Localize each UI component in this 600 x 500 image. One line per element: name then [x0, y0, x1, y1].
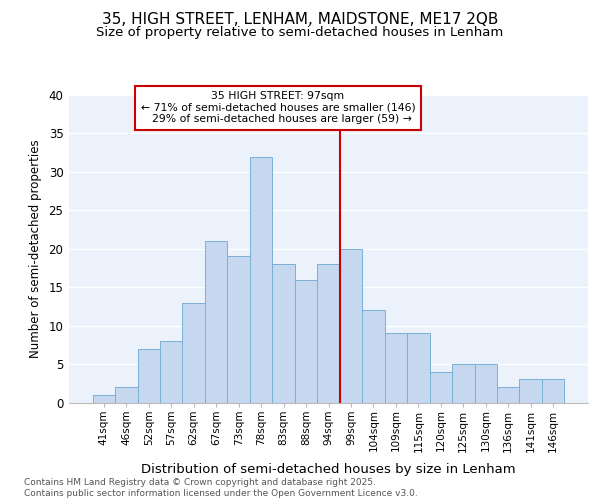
- Bar: [430, 372, 452, 402]
- Text: 35, HIGH STREET, LENHAM, MAIDSTONE, ME17 2QB: 35, HIGH STREET, LENHAM, MAIDSTONE, ME17…: [102, 12, 498, 28]
- Bar: [227, 256, 250, 402]
- Bar: [475, 364, 497, 403]
- Bar: [385, 334, 407, 402]
- Bar: [137, 348, 160, 403]
- Text: Size of property relative to semi-detached houses in Lenham: Size of property relative to semi-detach…: [97, 26, 503, 39]
- Bar: [160, 341, 182, 402]
- Bar: [340, 248, 362, 402]
- Bar: [317, 264, 340, 402]
- Bar: [407, 334, 430, 402]
- X-axis label: Distribution of semi-detached houses by size in Lenham: Distribution of semi-detached houses by …: [141, 462, 516, 475]
- Bar: [92, 395, 115, 402]
- Bar: [272, 264, 295, 402]
- Bar: [182, 302, 205, 402]
- Bar: [542, 380, 565, 402]
- Bar: [115, 387, 137, 402]
- Bar: [497, 387, 520, 402]
- Text: Contains HM Land Registry data © Crown copyright and database right 2025.
Contai: Contains HM Land Registry data © Crown c…: [24, 478, 418, 498]
- Text: 35 HIGH STREET: 97sqm
← 71% of semi-detached houses are smaller (146)
  29% of s: 35 HIGH STREET: 97sqm ← 71% of semi-deta…: [140, 91, 415, 124]
- Bar: [205, 241, 227, 402]
- Bar: [452, 364, 475, 403]
- Bar: [250, 156, 272, 402]
- Bar: [520, 380, 542, 402]
- Y-axis label: Number of semi-detached properties: Number of semi-detached properties: [29, 140, 41, 358]
- Bar: [295, 280, 317, 402]
- Bar: [362, 310, 385, 402]
